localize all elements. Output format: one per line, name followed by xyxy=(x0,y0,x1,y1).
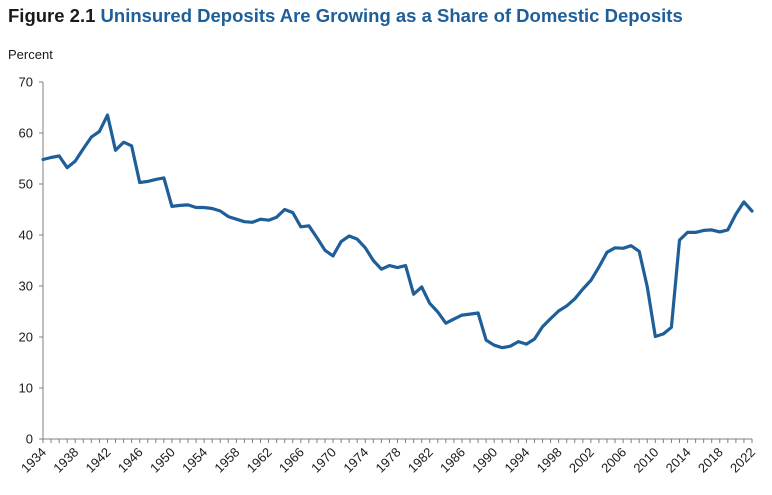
y-tick-label: 40 xyxy=(19,228,33,243)
x-tick-label: 1986 xyxy=(437,445,468,476)
series-line xyxy=(41,113,754,350)
x-tick-label: 2014 xyxy=(663,445,694,476)
x-tick-label: 1942 xyxy=(83,445,114,476)
x-tick-label: 1962 xyxy=(244,445,275,476)
x-tick-label: 1990 xyxy=(469,445,500,476)
y-tick-label: 20 xyxy=(19,330,33,345)
chart-axes xyxy=(42,82,752,440)
x-tick-label: 1978 xyxy=(373,445,404,476)
y-axis-label: Percent xyxy=(8,47,53,62)
x-tick-label: 1934 xyxy=(18,445,49,476)
x-tick-label: 2022 xyxy=(727,445,758,476)
x-axis-ticks: 1934 1938 1942 1946 1950 1954 1958 1962 1966 1970… xyxy=(18,439,758,476)
y-tick-label: 60 xyxy=(19,126,33,141)
x-tick-label: 1966 xyxy=(276,445,307,476)
y-tick-label: 0 xyxy=(26,432,33,447)
y-tick-label: 70 xyxy=(19,75,33,90)
x-tick-label: 1946 xyxy=(115,445,146,476)
x-tick-label: 1958 xyxy=(211,445,242,476)
x-tick-label: 2010 xyxy=(630,445,661,476)
x-tick-label: 2006 xyxy=(598,445,629,476)
y-tick-label: 30 xyxy=(19,279,33,294)
x-tick-label: 1954 xyxy=(179,445,210,476)
figure-title-text: Uninsured Deposits Are Growing as a Shar… xyxy=(100,5,683,26)
y-axis-ticks: 0 10 20 30 40 50 60 70 xyxy=(19,75,43,447)
x-tick-label: 1982 xyxy=(405,445,436,476)
x-tick-label: 1994 xyxy=(501,445,532,476)
chart-series xyxy=(41,113,754,350)
x-tick-label: 2018 xyxy=(695,445,726,476)
y-tick-label: 10 xyxy=(19,381,33,396)
x-tick-label: 2002 xyxy=(566,445,597,476)
x-tick-label: 1974 xyxy=(340,445,371,476)
x-tick-label: 1998 xyxy=(534,445,565,476)
x-tick-label: 1970 xyxy=(308,445,339,476)
x-tick-label: 1938 xyxy=(50,445,81,476)
figure-title: Figure 2.1 Uninsured Deposits Are Growin… xyxy=(8,5,683,27)
x-tick-label: 1950 xyxy=(147,445,178,476)
figure-number: Figure 2.1 xyxy=(8,5,96,26)
y-tick-label: 50 xyxy=(19,177,33,192)
